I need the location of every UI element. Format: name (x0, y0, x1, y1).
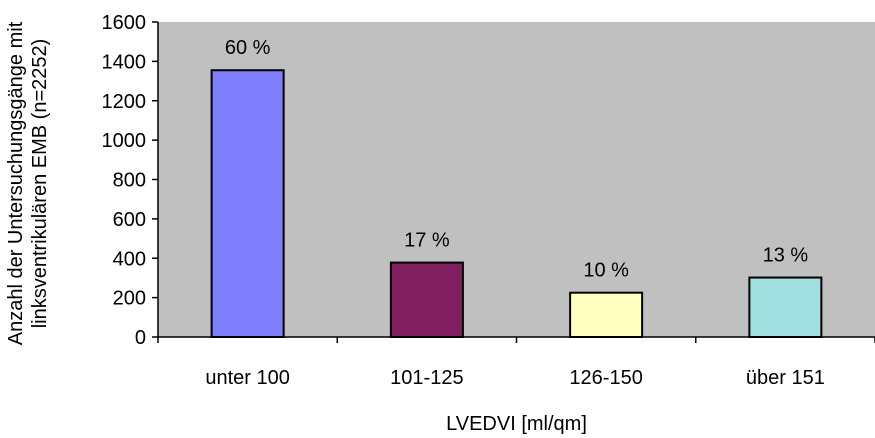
y-tick-label: 400 (113, 248, 146, 270)
data-labels-group: 60 % 17 % 10 % 13 % (225, 37, 809, 281)
y-tick-label: 200 (113, 288, 146, 310)
y-tick-label: 0 (135, 327, 146, 349)
x-tick-label: über 151 (746, 367, 825, 389)
data-label-2: 17 % (404, 230, 450, 252)
bar-4 (748, 276, 823, 339)
x-tick-label: 101-125 (390, 367, 463, 389)
bar-2 (389, 261, 464, 338)
data-label-3: 10 % (583, 260, 629, 282)
y-tick-label: 1000 (102, 130, 147, 152)
y-tick-labels-group: 0 200 400 600 800 1000 1200 1400 1600 (102, 12, 147, 349)
data-label-4: 13 % (763, 245, 809, 267)
bar-1 (210, 69, 285, 338)
y-axis-title: Anzahl der Untersuchungsgänge mit linksve… (5, 21, 51, 345)
x-axis-title: LVEDVI [ml/qm] (446, 413, 587, 435)
data-label-1: 60 % (225, 37, 271, 59)
y-axis-title-line-2: linksventrikulären EMB (n=2252) (29, 39, 51, 329)
y-tick-label: 1200 (102, 91, 147, 113)
bar-3 (569, 291, 644, 338)
bars-group (210, 69, 823, 339)
y-tick-label: 800 (113, 170, 146, 192)
axes-group (152, 21, 875, 343)
y-tick-label: 1600 (102, 12, 147, 34)
y-axis-title-line-1: Anzahl der Untersuchungsgänge mit (5, 21, 27, 345)
y-tick-label: 1400 (102, 51, 147, 73)
x-tick-label: unter 100 (205, 367, 290, 389)
x-tick-labels-group: unter 100 101-125 126-150 über 151 (205, 367, 824, 389)
y-tick-label: 600 (113, 209, 146, 231)
x-tick-label: 126-150 (569, 367, 642, 389)
